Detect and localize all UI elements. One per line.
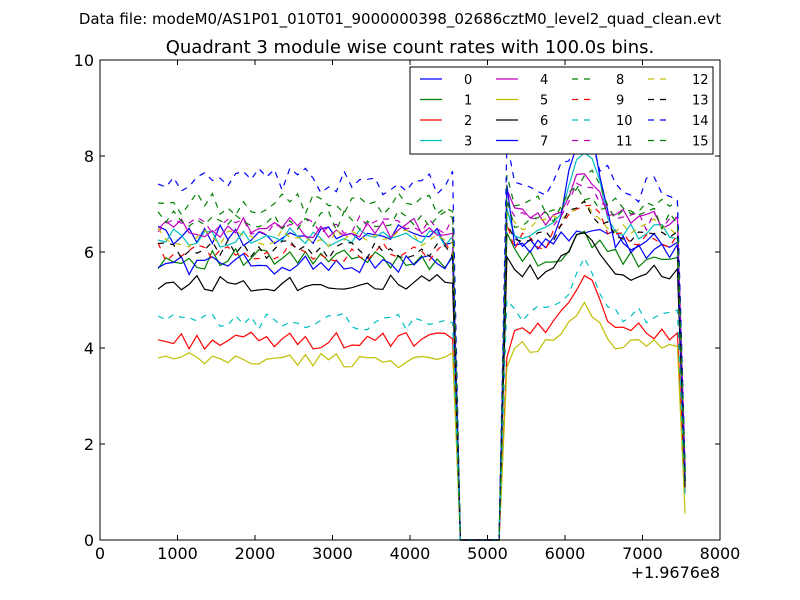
series-line-1 xyxy=(157,230,686,541)
legend-label: 3 xyxy=(464,135,472,150)
suptitle: Data file: modeM0/AS1P01_010T01_90000003… xyxy=(79,10,721,29)
legend-label: 10 xyxy=(616,114,633,129)
series-line-11 xyxy=(157,182,686,541)
series-line-5 xyxy=(157,301,686,541)
x-offset-label: +1.9676e8 xyxy=(631,563,720,582)
series-line-12 xyxy=(157,199,686,541)
series-line-13 xyxy=(158,200,686,541)
legend-label: 7 xyxy=(540,135,548,150)
x-tick-label: 1000 xyxy=(157,544,198,563)
series-line-15 xyxy=(157,185,686,541)
legend-label: 1 xyxy=(464,94,472,109)
legend-label: 12 xyxy=(692,73,709,88)
x-tick-label: 4000 xyxy=(390,544,431,563)
series-line-8 xyxy=(158,169,686,541)
legend-label: 0 xyxy=(464,73,472,88)
x-tick-label: 3000 xyxy=(312,544,353,563)
chart-title: Quadrant 3 module wise count rates with … xyxy=(166,37,655,58)
series-line-6 xyxy=(157,232,686,541)
series-line-2 xyxy=(157,274,686,541)
legend-box xyxy=(409,66,714,155)
y-tick-label: 2 xyxy=(84,435,94,454)
y-tick-label: 10 xyxy=(74,51,94,70)
y-tick-label: 4 xyxy=(84,339,94,358)
series-line-10 xyxy=(157,256,686,541)
series-line-7 xyxy=(157,116,686,541)
legend-label: 13 xyxy=(692,94,709,109)
x-tick-label: 0 xyxy=(95,544,105,563)
legend-label: 15 xyxy=(692,135,709,150)
x-tick-label: 2000 xyxy=(235,544,276,563)
x-tick-label: 6000 xyxy=(545,544,586,563)
x-tick-label: 7000 xyxy=(622,544,663,563)
y-tick-label: 0 xyxy=(84,531,94,550)
x-tick-label: 8000 xyxy=(700,544,741,563)
legend-label: 14 xyxy=(692,114,709,129)
y-tick-label: 8 xyxy=(84,147,94,166)
legend-label: 4 xyxy=(540,73,548,88)
series-line-9 xyxy=(157,204,686,541)
legend-label: 9 xyxy=(616,94,624,109)
series-layer xyxy=(157,116,686,541)
x-tick-label: 5000 xyxy=(467,544,508,563)
y-tick-label: 6 xyxy=(84,243,94,262)
legend-label: 6 xyxy=(540,114,548,129)
legend-label: 2 xyxy=(464,114,472,129)
legend-label: 11 xyxy=(616,135,633,150)
legend-label: 5 xyxy=(540,94,548,109)
legend-label: 8 xyxy=(616,73,624,88)
series-line-4 xyxy=(157,173,686,541)
